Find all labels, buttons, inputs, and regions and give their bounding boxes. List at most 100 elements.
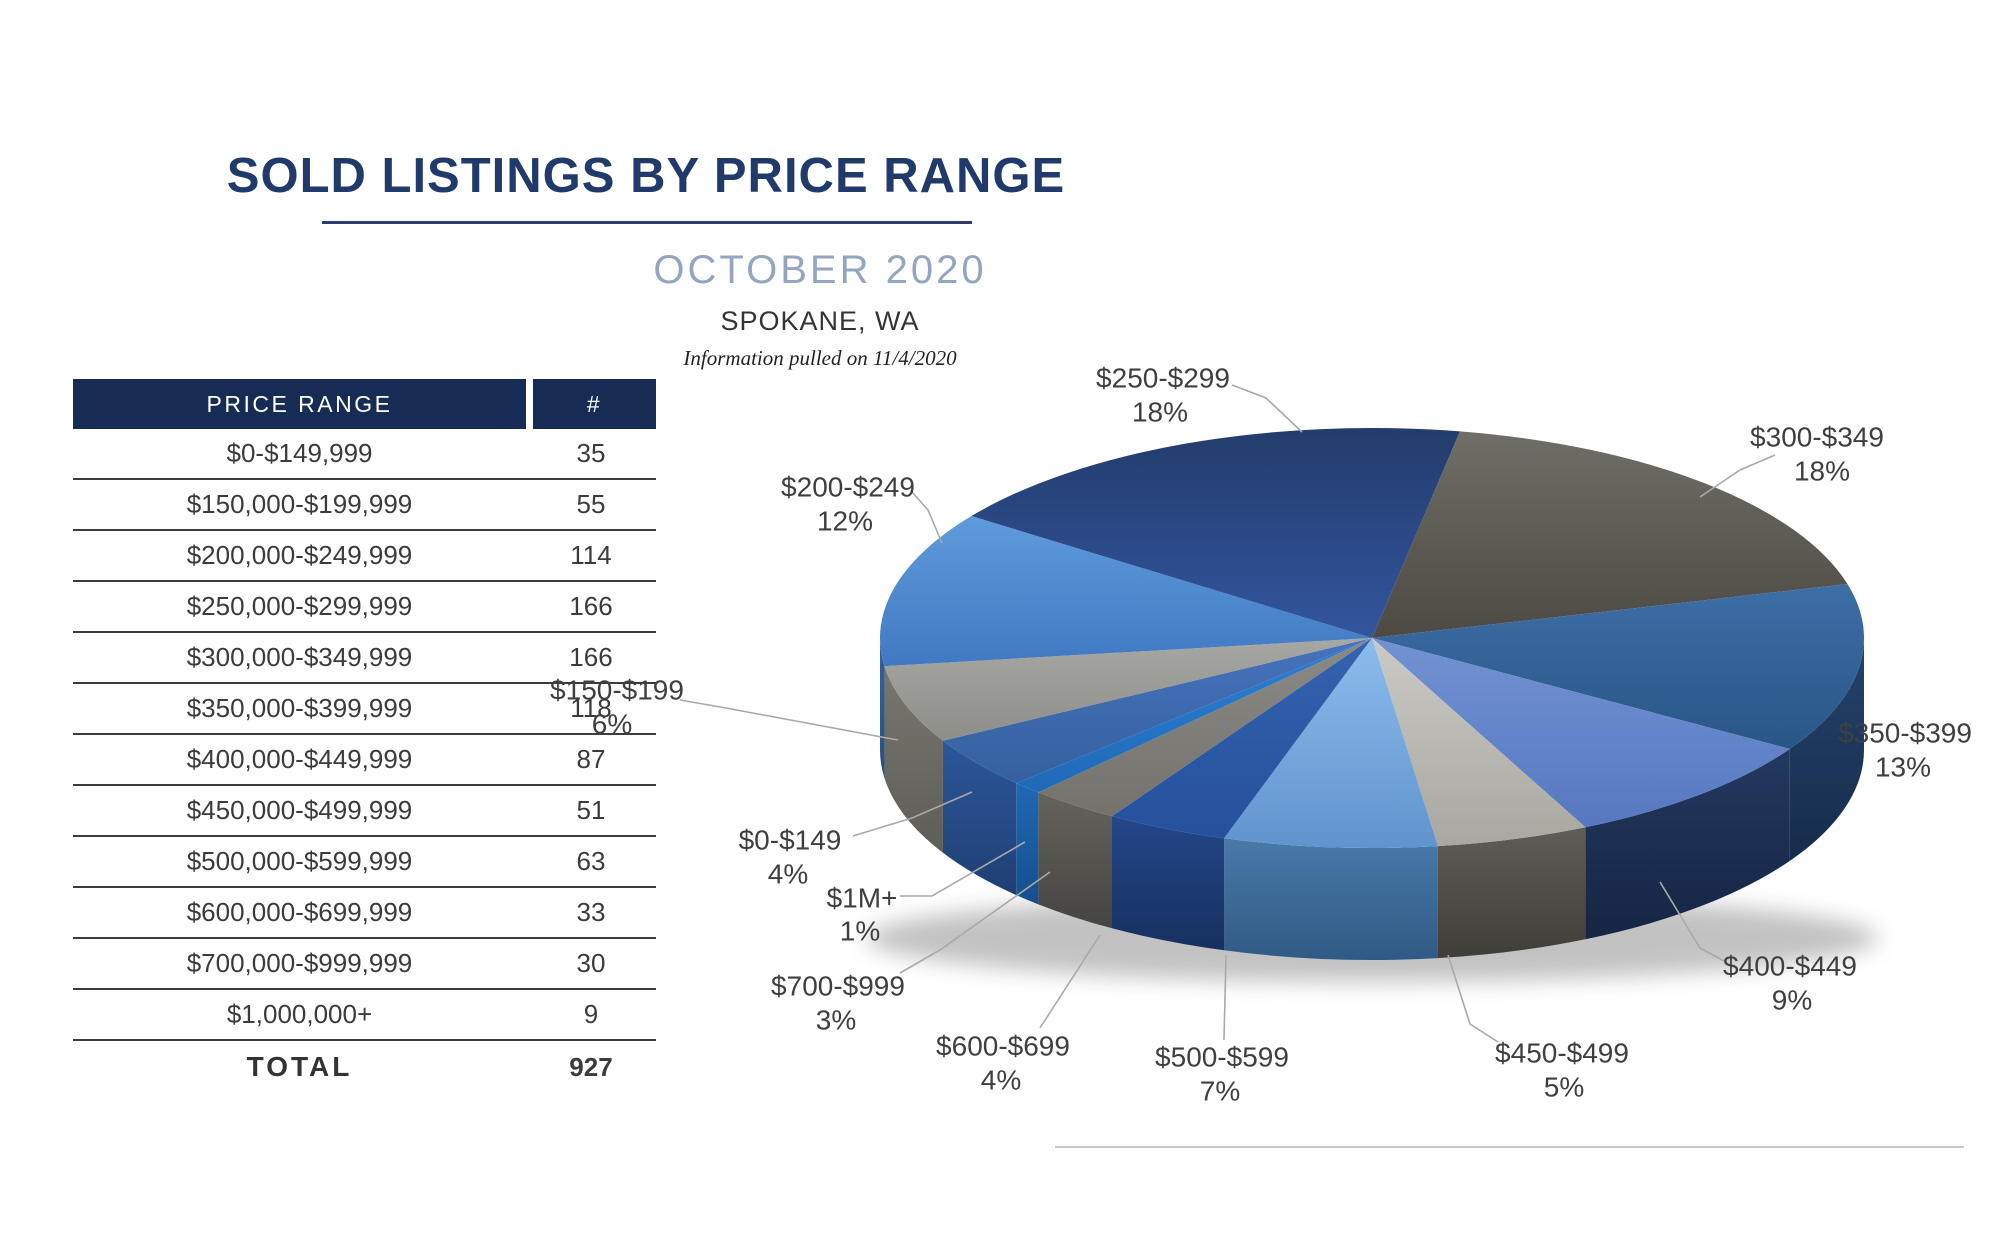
pie-slice bbox=[971, 427, 1460, 638]
pie-slice-side bbox=[1585, 748, 1790, 940]
pie-slice-side bbox=[884, 666, 943, 853]
price-range-cell: $150,000-$199,999 bbox=[186, 489, 413, 519]
pie-slice bbox=[1372, 431, 1848, 638]
price-range-cell: $450,000-$499,999 bbox=[186, 795, 413, 825]
total-label: TOTAL bbox=[246, 1051, 353, 1082]
count-cell: 33 bbox=[576, 897, 606, 927]
pie-slice-percent: 18% bbox=[1794, 456, 1850, 487]
table-row: $700,000-$999,999 30 bbox=[73, 939, 656, 990]
page-title: SOLD LISTINGS BY PRICE RANGE bbox=[226, 149, 1066, 203]
count-cell: 166 bbox=[569, 642, 613, 672]
table-row: $1,000,000+ 9 bbox=[73, 990, 656, 1041]
pie-slice-side bbox=[942, 740, 1017, 896]
pie-slice bbox=[1372, 638, 1790, 828]
page-note: Information pulled on 11/4/2020 bbox=[683, 346, 957, 370]
pie-slice bbox=[942, 638, 1372, 784]
pie-slice-percent: 12% bbox=[817, 506, 873, 537]
count-cell: 35 bbox=[576, 438, 606, 468]
title-underline bbox=[322, 221, 972, 224]
pie-slice-side bbox=[1224, 838, 1438, 961]
pie-slice-label: $450-$499 bbox=[1495, 1038, 1629, 1069]
pie-slice-side bbox=[1789, 638, 1864, 861]
pie-slice-percent: 3% bbox=[816, 1005, 856, 1036]
pie-slice bbox=[1038, 638, 1372, 817]
table-row: $450,000-$499,999 51 bbox=[73, 786, 656, 837]
pie-slice-label: $600-$699 bbox=[936, 1031, 1070, 1062]
price-range-cell: $400,000-$449,999 bbox=[186, 744, 413, 774]
leader-line bbox=[899, 871, 1051, 974]
leader-line bbox=[1039, 934, 1101, 1029]
table-row: $250,000-$299,999 166 bbox=[73, 582, 656, 633]
count-cell: 51 bbox=[576, 795, 606, 825]
table-header-count: # bbox=[533, 379, 656, 429]
leader-line bbox=[852, 791, 973, 837]
leader-line bbox=[911, 491, 943, 544]
price-range-cell: $350,000-$399,999 bbox=[186, 693, 413, 723]
price-range-cell: $1,000,000+ bbox=[226, 999, 373, 1029]
price-range-cell: $600,000-$699,999 bbox=[186, 897, 413, 927]
pie-slice-label: $700-$999 bbox=[771, 971, 905, 1002]
page-subtitle: OCTOBER 2020 bbox=[653, 248, 987, 292]
pie-slice-label: $300-$349 bbox=[1750, 422, 1884, 453]
pie-slice-label: $1M+ bbox=[827, 883, 898, 914]
leader-line bbox=[1447, 954, 1499, 1043]
count-cell: 30 bbox=[576, 948, 606, 978]
table-header-row: PRICE RANGE # bbox=[73, 379, 656, 429]
pie-slice bbox=[1372, 584, 1865, 749]
table-row: $200,000-$249,999 114 bbox=[73, 531, 656, 582]
pie-slice bbox=[1372, 638, 1586, 847]
pie-slice-label: $0-$149 bbox=[739, 825, 842, 856]
table-row: $300,000-$349,999 166 bbox=[73, 633, 656, 684]
footer-divider bbox=[1055, 1146, 1964, 1148]
table-total-row: TOTAL 927 bbox=[73, 1041, 656, 1093]
pie-slice-percent: 4% bbox=[981, 1065, 1021, 1096]
pie-slice-label: $500-$599 bbox=[1155, 1042, 1289, 1073]
count-cell: 87 bbox=[576, 744, 606, 774]
table-row: $500,000-$599,999 63 bbox=[73, 837, 656, 888]
pie-slice-percent: 6% bbox=[592, 709, 632, 740]
count-cell: 118 bbox=[570, 693, 612, 723]
leader-line bbox=[679, 699, 899, 741]
pie-slice-percent: 5% bbox=[1544, 1072, 1584, 1103]
leader-line bbox=[1231, 384, 1303, 433]
price-range-table: PRICE RANGE # $0-$149,999 35 $150,000-$199… bbox=[73, 379, 656, 1093]
leader-line bbox=[1659, 881, 1725, 962]
pie-slice-side bbox=[1016, 783, 1039, 905]
pie-slice-label: $200-$249 bbox=[781, 472, 915, 503]
table-row: $350,000-$399,999 118 bbox=[73, 684, 656, 735]
pie-slice-side bbox=[880, 638, 885, 779]
pie-slice-label: $150-$199 bbox=[550, 675, 684, 706]
page-location: SPOKANE, WA bbox=[720, 306, 920, 336]
table-header-price-range: PRICE RANGE bbox=[73, 379, 526, 429]
pie-slice bbox=[1224, 638, 1438, 849]
table-row: $150,000-$199,999 55 bbox=[73, 480, 656, 531]
price-range-cell: $700,000-$999,999 bbox=[186, 948, 413, 978]
price-range-cell: $0-$149,999 bbox=[226, 438, 373, 468]
pie-slice-percent: 9% bbox=[1772, 985, 1812, 1016]
leader-line bbox=[900, 841, 1026, 897]
pie-slice-label: $350-$399 bbox=[1838, 718, 1972, 749]
pie-slice-label: $400-$449 bbox=[1723, 951, 1857, 982]
count-cell: 166 bbox=[569, 591, 613, 621]
count-cell: 63 bbox=[576, 846, 606, 876]
table-row: $600,000-$699,999 33 bbox=[73, 888, 656, 939]
pie-slice bbox=[884, 638, 1372, 741]
leader-line bbox=[1223, 954, 1227, 1041]
price-range-cell: $300,000-$349,999 bbox=[186, 642, 413, 672]
total-value: 927 bbox=[569, 1051, 613, 1082]
count-cell: 9 bbox=[583, 999, 599, 1029]
pie-slice bbox=[1016, 638, 1372, 793]
pie-slice-percent: 1% bbox=[840, 916, 880, 947]
pie-slice-percent: 4% bbox=[768, 859, 808, 890]
price-range-cell: $250,000-$299,999 bbox=[186, 591, 413, 621]
table-row: $400,000-$449,999 87 bbox=[73, 735, 656, 786]
table-row: $0-$149,999 35 bbox=[73, 429, 656, 480]
pie-slice-side bbox=[1038, 792, 1113, 929]
pie-slice-percent: 7% bbox=[1200, 1076, 1240, 1107]
pie-slice-percent: 13% bbox=[1875, 752, 1931, 783]
price-range-cell: $500,000-$599,999 bbox=[186, 846, 413, 876]
pie-slice-side bbox=[1112, 816, 1225, 951]
leader-line bbox=[1699, 454, 1776, 498]
count-cell: 114 bbox=[570, 540, 612, 570]
